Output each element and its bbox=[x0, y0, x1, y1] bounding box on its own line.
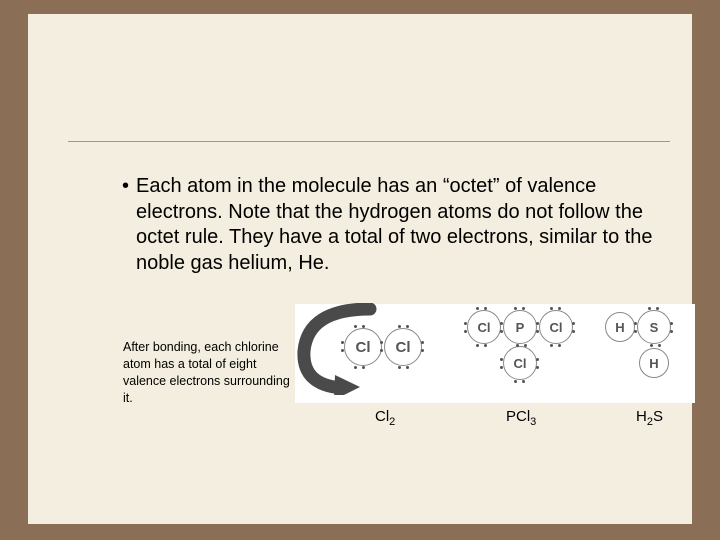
electron-dot bbox=[362, 366, 365, 369]
electron-dot bbox=[421, 349, 424, 352]
electron-dot bbox=[380, 341, 383, 344]
electron-dot bbox=[670, 330, 673, 333]
electron-dot bbox=[500, 366, 503, 369]
electron-dot bbox=[514, 380, 517, 383]
electron-dot bbox=[524, 344, 527, 347]
atom-cl: Cl bbox=[344, 328, 382, 366]
electron-dot bbox=[522, 380, 525, 383]
atom-p: P bbox=[503, 310, 537, 344]
atom-cl: Cl bbox=[503, 346, 537, 380]
atom-cl: Cl bbox=[467, 310, 501, 344]
bullet-paragraph: • Each atom in the molecule has an “octe… bbox=[136, 174, 656, 276]
electron-dot bbox=[484, 344, 487, 347]
electron-dot bbox=[354, 325, 357, 328]
bullet-content: Each atom in the molecule has an “octet”… bbox=[136, 175, 653, 274]
label-h2s: H2S bbox=[636, 408, 663, 428]
electron-dot bbox=[341, 349, 344, 352]
electron-dot bbox=[648, 307, 651, 310]
electron-dot bbox=[500, 358, 503, 361]
atom-cl: Cl bbox=[539, 310, 573, 344]
electron-dot bbox=[406, 366, 409, 369]
electron-dot bbox=[516, 344, 519, 347]
electron-dot bbox=[550, 307, 553, 310]
atom-h: H bbox=[639, 348, 669, 378]
electron-dot bbox=[380, 349, 383, 352]
electron-dot bbox=[558, 344, 561, 347]
electron-dot bbox=[464, 322, 467, 325]
electron-dot bbox=[658, 344, 661, 347]
electron-dot bbox=[484, 307, 487, 310]
caption-text: After bonding, each chlorine atom has a … bbox=[123, 339, 298, 407]
electron-dot bbox=[572, 322, 575, 325]
bullet-dot: • bbox=[122, 174, 129, 200]
electron-dot bbox=[536, 358, 539, 361]
electron-dot bbox=[464, 330, 467, 333]
label-cl2: Cl2 bbox=[375, 408, 395, 428]
electron-dot bbox=[500, 330, 503, 333]
atom-cl: Cl bbox=[384, 328, 422, 366]
electron-dot bbox=[341, 341, 344, 344]
electron-dot bbox=[362, 325, 365, 328]
electron-dot bbox=[536, 330, 539, 333]
electron-dot bbox=[354, 366, 357, 369]
electron-dot bbox=[500, 322, 503, 325]
electron-dot bbox=[421, 341, 424, 344]
electron-dot bbox=[476, 344, 479, 347]
electron-dot bbox=[558, 307, 561, 310]
atom-h: H bbox=[605, 312, 635, 342]
electron-dot bbox=[634, 322, 637, 325]
electron-dot bbox=[514, 307, 517, 310]
electron-dot bbox=[550, 344, 553, 347]
electron-dot bbox=[406, 325, 409, 328]
caption-content: After bonding, each chlorine atom has a … bbox=[123, 340, 290, 405]
electron-dot bbox=[476, 307, 479, 310]
electron-dot bbox=[398, 325, 401, 328]
electron-dot bbox=[398, 366, 401, 369]
electron-dot bbox=[572, 330, 575, 333]
electron-dot bbox=[670, 322, 673, 325]
electron-dot bbox=[650, 344, 653, 347]
horizontal-rule bbox=[68, 141, 670, 142]
electron-dot bbox=[656, 307, 659, 310]
atom-s: S bbox=[637, 310, 671, 344]
electron-dot bbox=[634, 330, 637, 333]
label-pcl3: PCl3 bbox=[506, 408, 536, 428]
electron-dot bbox=[536, 322, 539, 325]
electron-dot bbox=[522, 307, 525, 310]
electron-dot bbox=[536, 366, 539, 369]
slide-body: • Each atom in the molecule has an “octe… bbox=[28, 14, 692, 524]
